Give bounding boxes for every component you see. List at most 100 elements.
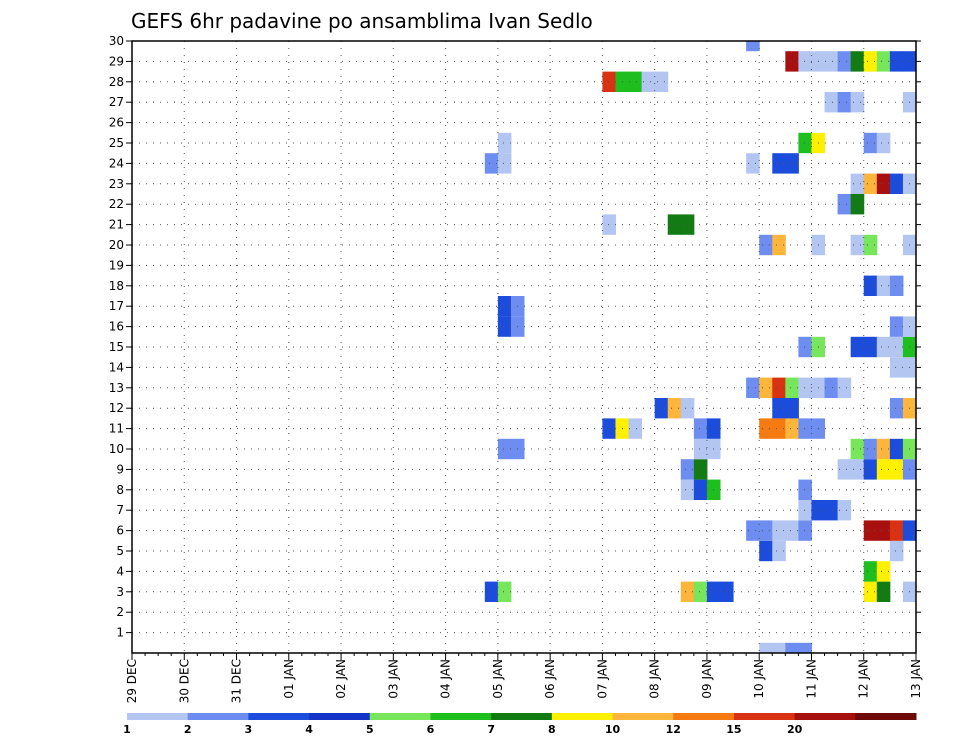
- heatmap-cell: [889, 275, 904, 296]
- y-tick-label: 29: [109, 54, 124, 68]
- heatmap-cell: [772, 377, 786, 398]
- heatmap-cell: [602, 418, 616, 439]
- y-tick-label: 28: [109, 75, 124, 89]
- x-tick-label: 06 JAN: [543, 659, 557, 699]
- x-tick-label: 05 JAN: [491, 659, 505, 699]
- heatmap-cell: [850, 336, 865, 358]
- heatmap-cell: [785, 51, 799, 72]
- y-tick-label: 27: [109, 95, 124, 109]
- y-tick-label: 4: [116, 564, 124, 578]
- colorbar-swatch: [248, 713, 310, 720]
- heatmap-cell: [837, 92, 852, 113]
- heatmap-cell: [863, 336, 878, 358]
- heatmap-cell: [863, 234, 878, 256]
- heatmap-cells: [484, 41, 917, 653]
- heatmap-cell: [837, 194, 852, 215]
- heatmap-cell: [772, 642, 786, 653]
- heatmap-cell: [824, 377, 839, 398]
- heatmap-cell: [693, 459, 708, 480]
- y-tick-label: 19: [109, 258, 124, 272]
- heatmap-cell: [654, 71, 669, 92]
- y-tick-label: 25: [109, 136, 124, 150]
- colorbar-label: 7: [487, 723, 495, 736]
- heatmap-cell: [850, 173, 865, 194]
- x-tick-label: 13 JAN: [909, 659, 923, 699]
- y-tick-label: 24: [109, 156, 124, 170]
- colorbar-swatch: [794, 713, 856, 720]
- heatmap-cell: [785, 642, 799, 653]
- x-tick-label: 08 JAN: [648, 659, 662, 699]
- y-tick-label: 20: [109, 238, 124, 252]
- heatmap-cell: [798, 336, 812, 358]
- colorbar-swatch: [733, 713, 796, 720]
- heatmap-cell: [876, 438, 891, 460]
- y-tick-label: 21: [109, 218, 124, 232]
- heatmap-cell: [785, 377, 799, 398]
- heatmap-cell: [497, 581, 512, 602]
- heatmap-cell: [863, 275, 878, 296]
- y-tick-label: 11: [109, 422, 124, 436]
- heatmap-cell: [680, 214, 695, 235]
- heatmap-cell: [824, 92, 839, 113]
- heatmap-cell: [667, 398, 682, 419]
- y-tick-label: 18: [109, 279, 124, 293]
- heatmap-cell: [850, 194, 865, 215]
- colorbar-swatch: [369, 713, 431, 720]
- heatmap-cell: [850, 234, 865, 256]
- heatmap-cell: [759, 540, 773, 562]
- heatmap-cell: [693, 479, 708, 500]
- heatmap-cell: [889, 398, 904, 419]
- colorbar-label: 12: [666, 723, 681, 736]
- heatmap-cell: [693, 418, 708, 439]
- y-tick-label: 8: [116, 483, 124, 497]
- colorbar-label: 8: [548, 723, 556, 736]
- heatmap-cell: [850, 92, 865, 113]
- colorbar-label: 1: [123, 723, 131, 736]
- heatmap-cell: [772, 153, 786, 174]
- heatmap-cell: [889, 540, 904, 562]
- y-tick-label: 3: [116, 585, 124, 599]
- x-tick-label: 30 DEC: [177, 659, 191, 703]
- colorbar-label: 20: [787, 723, 803, 736]
- grid-lines: [132, 41, 916, 653]
- heatmap-cell: [863, 173, 878, 194]
- heatmap-cell: [798, 132, 812, 154]
- x-tick-label: 09 JAN: [700, 659, 714, 699]
- colorbar-swatch: [127, 713, 189, 720]
- colorbar-label: 3: [245, 723, 253, 736]
- y-tick-label: 26: [109, 116, 124, 130]
- x-tick-label: 01 JAN: [282, 659, 296, 699]
- heatmap-cell: [759, 377, 773, 398]
- heatmap-cell: [746, 377, 760, 398]
- colorbar-swatch: [430, 713, 492, 720]
- heatmap-cell: [876, 520, 891, 541]
- heatmap-cell: [746, 520, 760, 541]
- y-tick-label: 7: [116, 503, 124, 517]
- heatmap-cell: [772, 398, 786, 419]
- heatmap-cell: [785, 153, 799, 174]
- heatmap-cell: [497, 132, 512, 154]
- chart-title: GEFS 6hr padavine po ansamblima Ivan Sed…: [131, 9, 593, 33]
- heatmap-cell: [863, 51, 878, 72]
- y-tick-label: 10: [109, 442, 124, 456]
- x-tick-label: 10 JAN: [752, 659, 766, 699]
- y-tick-label: 12: [109, 401, 124, 415]
- x-tick-label: 03 JAN: [386, 659, 400, 699]
- heatmap-cell: [759, 418, 773, 439]
- heatmap-cell: [837, 377, 852, 398]
- heatmap-cell: [876, 275, 891, 296]
- y-axis: 1234567891011121314151617181920212223242…: [109, 34, 921, 640]
- heatmap-cell: [798, 418, 812, 439]
- heatmap-cell: [798, 642, 812, 653]
- colorbar-label: 4: [305, 723, 313, 736]
- heatmap-cell: [798, 479, 812, 500]
- heatmap-cell: [850, 438, 865, 460]
- colorbar-label: 2: [184, 723, 192, 736]
- x-tick-label: 31 DEC: [230, 659, 244, 703]
- y-tick-label: 2: [116, 605, 124, 619]
- heatmap-cell: [798, 520, 812, 541]
- x-axis: 29 DEC 30 DEC 31 DEC 01 JAN 02 JAN 03 JAN 04 J…: [125, 653, 923, 703]
- heatmap-cell: [772, 418, 786, 439]
- y-tick-label: 13: [109, 381, 124, 395]
- heatmap-cell: [876, 173, 891, 194]
